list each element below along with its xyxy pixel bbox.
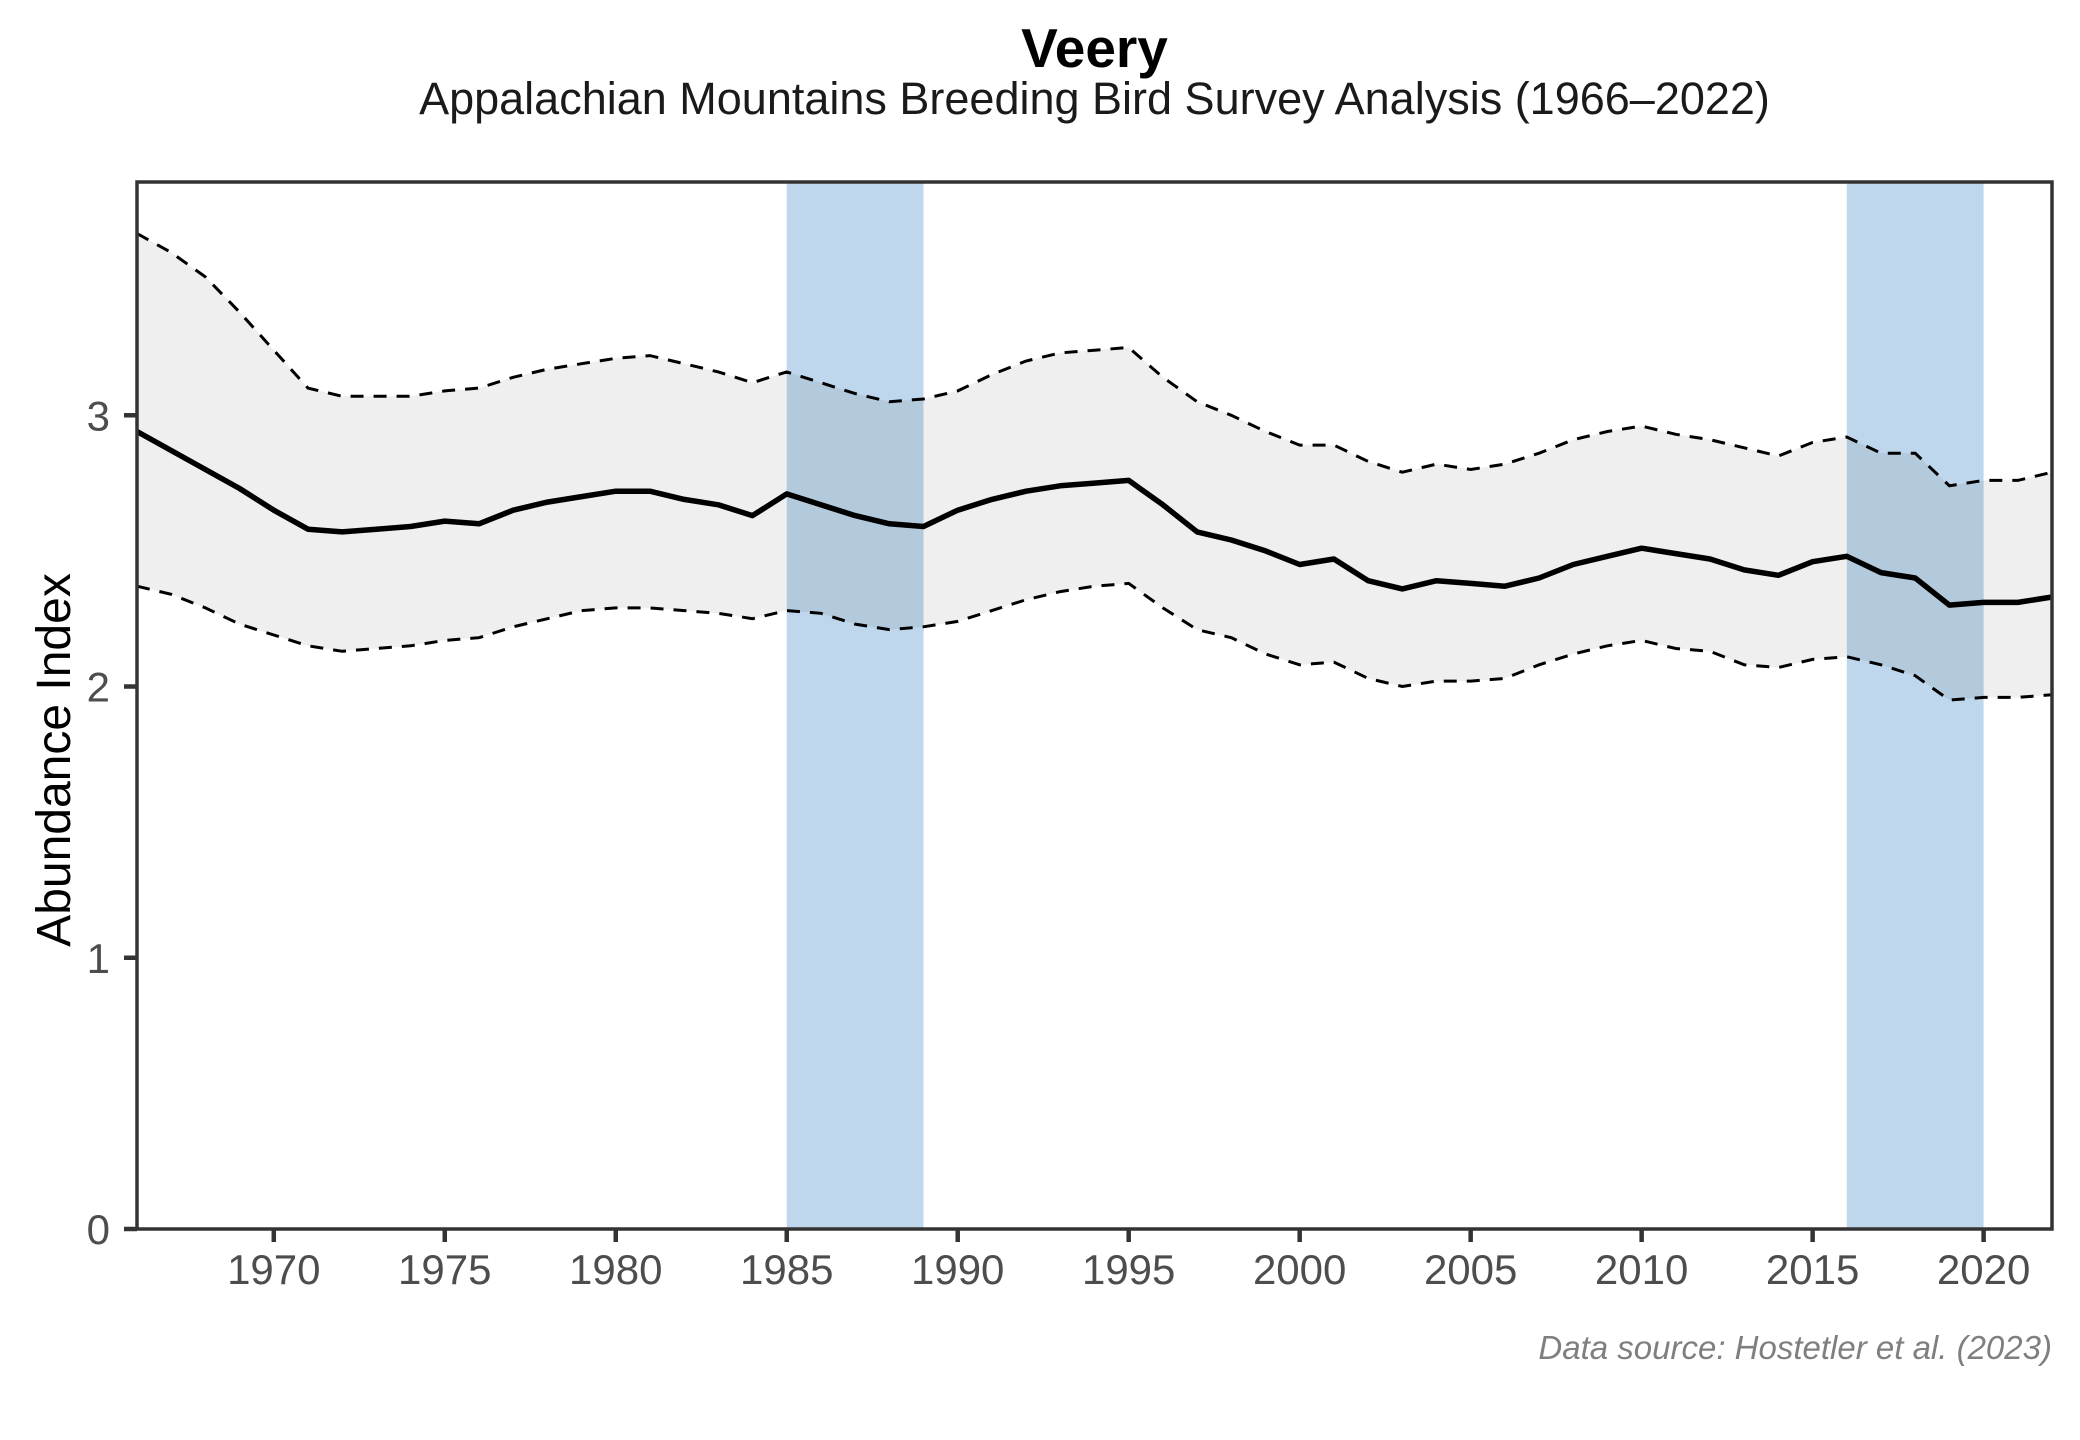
x-tick-label: 1990 (911, 1246, 1004, 1293)
x-tick-label: 1980 (569, 1246, 662, 1293)
y-tick-label: 1 (87, 935, 110, 982)
y-tick-label: 0 (87, 1206, 110, 1253)
series-lines-layer (135, 232, 2053, 702)
confidence-ribbon (137, 233, 2052, 701)
axes-layer: 1970 1975 1980 1985 1990 1995 2000 2005 2010 2015… (87, 180, 2054, 1293)
x-tick-label: 2010 (1595, 1246, 1688, 1293)
highlight-bands-layer (786, 182, 1984, 1229)
y-tick-label: 2 (87, 664, 110, 711)
chart-title: Veery (1021, 17, 1168, 79)
chart-subtitle: Appalachian Mountains Breeding Bird Surv… (419, 73, 1770, 124)
x-tick-label: 2020 (1937, 1246, 2030, 1293)
highlight-band (1846, 182, 1984, 1229)
highlight-band (786, 182, 924, 1229)
x-tick-label: 1975 (398, 1246, 491, 1293)
x-tick-label: 2000 (1253, 1246, 1346, 1293)
panel-border (135, 180, 2054, 1231)
confidence-ribbon-layer (137, 233, 2052, 701)
x-tick-label: 1970 (227, 1246, 320, 1293)
upper-ci-line (136, 232, 2053, 488)
lower-ci-line (136, 581, 2053, 702)
data-source-caption: Data source: Hostetler et al. (2023) (1538, 1329, 2052, 1366)
x-tick-label: 1985 (740, 1246, 833, 1293)
y-tick-label: 3 (87, 392, 110, 439)
y-axis-title: Abundance Index (28, 573, 81, 947)
x-tick-label: 2005 (1424, 1246, 1517, 1293)
abundance-line (135, 429, 2053, 608)
x-tick-label: 1995 (1082, 1246, 1175, 1293)
x-tick-label: 2015 (1766, 1246, 1859, 1293)
